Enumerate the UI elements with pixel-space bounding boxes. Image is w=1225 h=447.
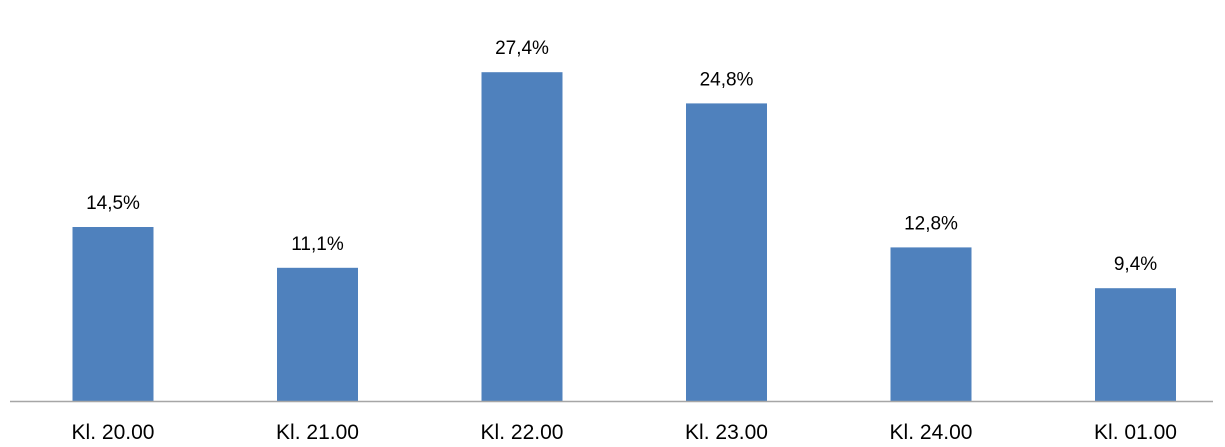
data-label-3: 24,8%: [700, 69, 754, 90]
data-label-4: 12,8%: [904, 213, 958, 234]
bars-group: [72, 72, 1176, 402]
bar-3: [686, 103, 767, 402]
data-label-1: 11,1%: [291, 234, 344, 255]
bar-4: [890, 247, 972, 401]
x-tick-labels-group: Kl. 20.00 Kl. 21.00 Kl. 22.00 Kl. 23.00 Kl. …: [72, 421, 1177, 444]
bar-0: [72, 227, 154, 401]
x-tick-label-5: Kl. 01.00: [1094, 421, 1177, 444]
bar-5: [1095, 288, 1176, 401]
bar-1: [277, 267, 358, 401]
data-label-2: 27,4%: [495, 38, 549, 59]
x-tick-label-3: Kl. 23.00: [685, 421, 768, 444]
x-tick-label-4: Kl. 24.00: [890, 421, 973, 444]
x-tick-label-1: Kl. 21.00: [276, 421, 359, 444]
data-label-5: 9,4%: [1114, 254, 1157, 275]
data-labels-group: 14,5% 11,1% 27,4% 24,8% 12,8% 9,4%: [86, 38, 1157, 275]
x-tick-label-2: Kl. 22.00: [481, 421, 564, 444]
bar-2: [481, 72, 563, 401]
data-label-0: 14,5%: [86, 193, 140, 214]
x-tick-label-0: Kl. 20.00: [72, 421, 155, 444]
